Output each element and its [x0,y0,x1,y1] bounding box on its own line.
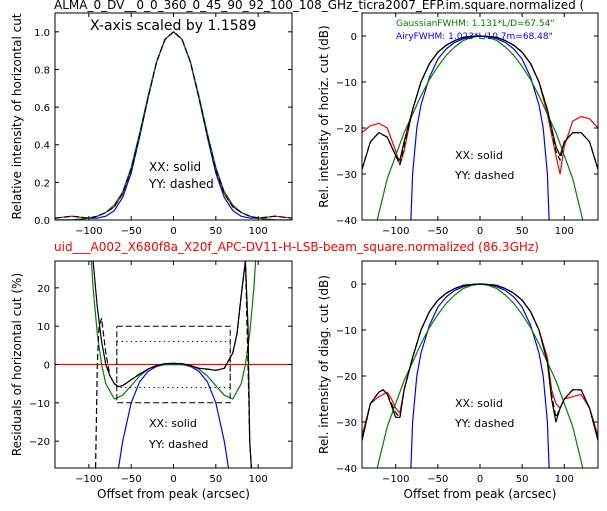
y-tick-label: −30 [336,170,357,181]
y-tick-label: −10 [336,326,357,337]
annotation-text: XX: solid [149,417,197,430]
annotation-text: XX: solid [455,149,503,162]
annotation-text: YY: dashed [148,438,208,451]
x-tick-label: 100 [555,474,574,485]
y-axis-label: Rel. intensity of diag. cut (dB) [317,275,331,454]
x-tick-label: −50 [121,474,142,485]
x-axis-label: Offset from peak (arcsec) [404,487,557,501]
top-title: ALMA_0_DV__0_0_360_0_45_90_92_100_108_GH… [54,0,584,12]
x-tick-label: 0 [170,226,176,237]
x-tick-label: 0 [170,474,176,485]
y-tick-label: −20 [29,437,50,448]
annotation-text: AiryFWHM: 1.023*L/10.7m=68.48" [396,32,553,42]
y-tick-label: 1.0 [34,28,50,39]
y-tick-label: 10 [37,322,50,333]
y-tick-label: −20 [336,372,357,383]
axes-frame [361,12,599,221]
y-tick-label: 0.0 [34,216,50,227]
y-tick-label: −40 [336,464,357,475]
x-axis-label: Offset from peak (arcsec) [97,487,250,501]
series-line-2 [90,261,257,400]
annotation-text: GaussianFWHM: 1.131*L/D=67.54" [396,19,554,29]
x-tick-label: 50 [516,226,529,237]
annotation-text: YY: dashed [148,177,214,191]
annotation-text: XX: solid [149,160,201,174]
x-tick-label: 100 [249,474,268,485]
y-axis-label: Rel. intensity of horiz. cut (dB) [317,25,331,207]
y-tick-label: 0 [351,280,357,291]
series-line-0 [362,283,598,436]
x-tick-label: 100 [555,226,574,237]
series-line-1 [410,35,550,220]
x-tick-label: 0 [477,226,483,237]
annotation-text: YY: dashed [454,169,514,182]
y-tick-label: 0.6 [34,103,50,114]
panel-top-left: −100 −50 0 50 100 0.0 0.2 0.4 0.6 0.8 1.0 Relative … [10,12,293,237]
annotation-text: XX: solid [455,397,503,410]
plot-area [362,283,598,468]
y-axis-label: Residuals of horizontal cut (%) [10,273,24,456]
series-line-1 [410,283,550,468]
y-tick-label: 0.2 [34,178,50,189]
x-tick-label: 100 [249,226,268,237]
plot-area [362,35,598,220]
series-line-4 [362,35,598,170]
x-tick-label: −100 [382,226,409,237]
x-tick-label: 50 [209,474,222,485]
y-tick-label: 0.8 [34,65,50,76]
y-ticks: 0.0 0.2 0.4 0.6 0.8 1.0 [34,28,292,227]
series-line-4 [95,261,252,468]
x-tick-label: −100 [75,226,102,237]
y-tick-label: 0.4 [34,141,50,152]
x-ticks: −100 −50 0 50 100 [382,261,574,485]
x-tick-label: −50 [427,226,448,237]
plot-area [55,261,292,468]
y-ticks: −40 −30 −20 −10 0 [336,32,598,227]
x-ticks: −100 −50 0 50 100 [75,13,268,237]
y-tick-label: 0 [351,32,357,43]
axes-frame [361,260,599,469]
series-line-2 [55,31,292,220]
series-line-1 [55,31,292,220]
series-line-3 [55,31,292,219]
x-tick-label: 50 [516,474,529,485]
x-ticks: −100 −50 0 50 100 [382,13,574,237]
annotation-text: YY: dashed [454,417,514,430]
x-ticks: −100 −50 0 50 100 [75,261,268,485]
series-line-3 [362,283,598,441]
x-tick-label: 50 [209,226,222,237]
x-tick-label: −50 [121,226,142,237]
y-ticks: −20 −10 0 10 20 [29,284,292,448]
series-line-6 [116,341,231,388]
annotation-text: X-axis scaled by 1.1589 [90,18,256,34]
y-tick-label: 20 [37,284,50,295]
y-ticks: −40 −30 −20 −10 0 [336,280,598,475]
mid-title: uid___A002_X680f8a_X20f_APC-DV11-H-LSB-b… [54,240,539,254]
y-tick-label: −20 [336,124,357,135]
plot-area [55,31,292,220]
x-tick-label: −100 [75,474,102,485]
x-tick-label: −50 [427,474,448,485]
y-tick-label: −10 [336,78,357,89]
y-tick-label: −40 [336,216,357,227]
x-tick-label: −100 [382,474,409,485]
y-axis-label: Relative intensity of horizontal cut [10,13,24,219]
y-tick-label: −10 [29,399,50,410]
series-line-4 [362,283,598,441]
y-tick-label: 0 [44,361,50,372]
y-tick-label: −30 [336,418,357,429]
x-tick-label: 0 [477,474,483,485]
